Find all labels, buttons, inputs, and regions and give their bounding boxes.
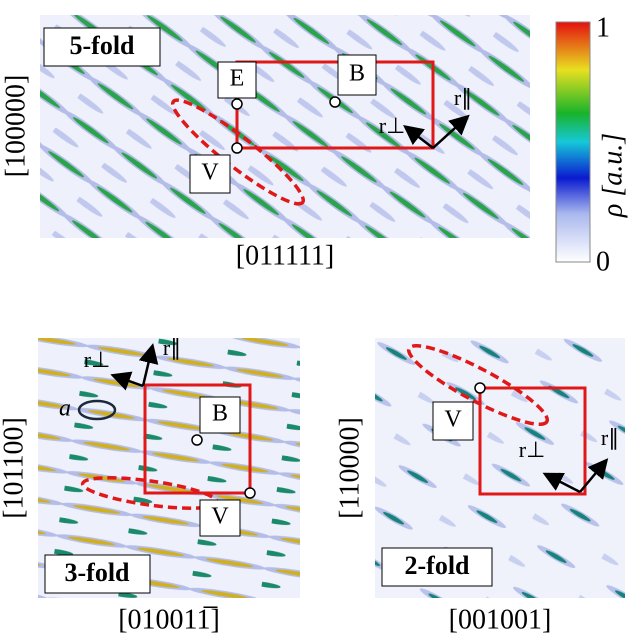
highlight [406, 344, 550, 426]
axis-symbol: r⊥ [379, 113, 406, 138]
point-label: V [211, 504, 229, 530]
marker-label: a [59, 396, 71, 422]
point-label: E [230, 66, 245, 92]
y-label: [101100] [0, 417, 29, 519]
arrow [138, 343, 159, 387]
panel-tag: 5-fold [70, 31, 136, 60]
x-label: [001001] [449, 604, 552, 635]
colorbar-tick: 0 [596, 246, 610, 277]
axis-symbol: r∥ [601, 425, 619, 450]
point-label: V [201, 160, 219, 186]
axis-symbol: r∥ [454, 85, 472, 110]
colorbar [555, 21, 591, 263]
unit-cell [478, 386, 587, 496]
arrow [110, 371, 144, 391]
y-label: [100000] [0, 75, 31, 178]
y-label: [110000] [334, 417, 365, 519]
point-label: B [212, 401, 228, 427]
x-label: [011111] [236, 240, 335, 271]
axis-symbol: r⊥ [519, 437, 546, 462]
panel-tag: 2-fold [405, 551, 471, 580]
point-label: B [349, 61, 365, 87]
point-label: V [444, 407, 462, 433]
colorbar-label: ρ [a.u.] [597, 133, 628, 218]
arrow [542, 472, 581, 494]
panel-tag: 3-fold [65, 558, 131, 587]
unit-cell [143, 383, 252, 495]
x-label: [010011̅] [118, 604, 220, 635]
axis-symbol: r∥ [163, 335, 181, 360]
arrow [432, 114, 470, 149]
arrow [579, 458, 609, 493]
colorbar-tick: 1 [596, 12, 610, 43]
axis-symbol: r⊥ [84, 347, 111, 372]
arrow [403, 124, 434, 149]
marker-ellipse [77, 399, 117, 421]
